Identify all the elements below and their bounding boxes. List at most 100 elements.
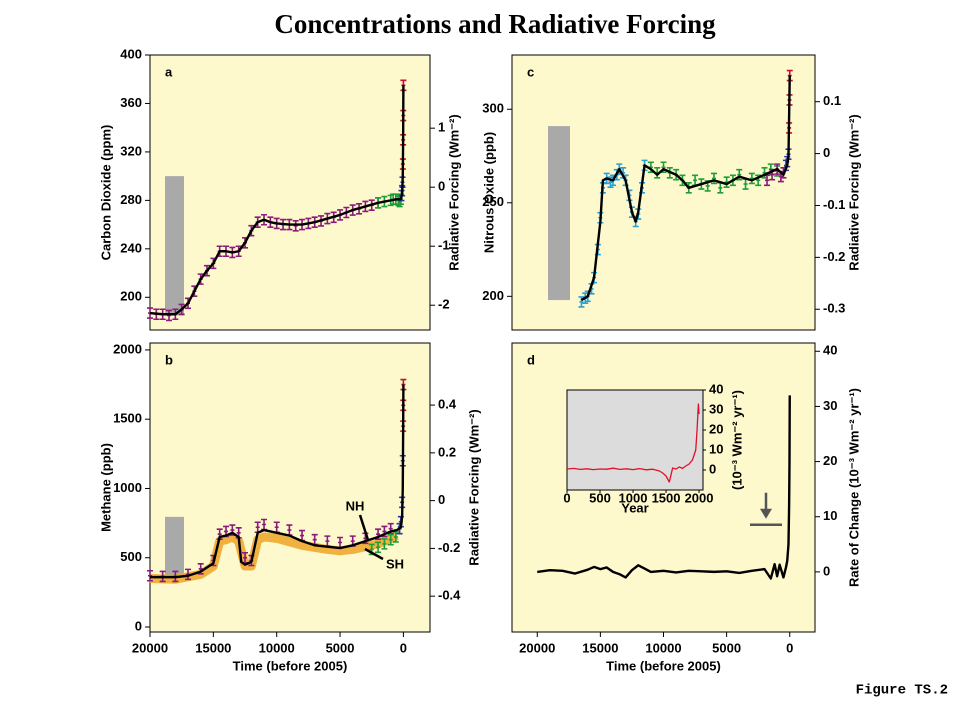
data-point bbox=[723, 176, 730, 189]
data-point bbox=[392, 531, 399, 543]
arrow-head bbox=[760, 508, 772, 519]
data-point bbox=[197, 563, 204, 575]
plot-area bbox=[149, 342, 431, 633]
data-point bbox=[654, 167, 661, 179]
data-point bbox=[769, 168, 776, 181]
y-tick-label: 2000 bbox=[113, 341, 142, 356]
data-point bbox=[299, 529, 306, 542]
data-point bbox=[292, 220, 299, 232]
data-point bbox=[578, 296, 585, 308]
y-tick-label: 1500 bbox=[113, 411, 142, 426]
data-point bbox=[375, 528, 382, 540]
data-point bbox=[286, 524, 293, 536]
data-point bbox=[755, 174, 762, 187]
y-tick-label: 0 bbox=[709, 461, 716, 476]
y-tick-label: 240 bbox=[120, 240, 142, 255]
annotation: SH bbox=[386, 556, 404, 571]
y-tick-label: 0 bbox=[135, 618, 142, 633]
data-point bbox=[216, 528, 223, 540]
data-point bbox=[311, 533, 318, 546]
series-line bbox=[537, 395, 791, 580]
y-tick-label: 30 bbox=[709, 401, 723, 416]
x-tick-label: 20000 bbox=[132, 640, 168, 655]
y-tick-label: 0.2 bbox=[438, 444, 456, 459]
y-tick-label: 0.1 bbox=[823, 93, 841, 108]
data-point bbox=[692, 174, 699, 187]
data-point bbox=[764, 174, 771, 187]
data-point bbox=[381, 538, 388, 550]
y-tick-label: -1 bbox=[438, 238, 450, 253]
y-tick-label: -0.2 bbox=[438, 540, 460, 555]
y-tick-label: -2 bbox=[438, 297, 450, 312]
data-point bbox=[387, 522, 394, 535]
y-tick-label: 0 bbox=[438, 492, 445, 507]
y-tick-label: -0.2 bbox=[823, 249, 845, 264]
data-point bbox=[761, 167, 768, 179]
x-tick-label: 5000 bbox=[712, 640, 741, 655]
data-point bbox=[368, 543, 375, 556]
y-tick-label: 500 bbox=[120, 549, 142, 564]
y-tick-label: 20 bbox=[823, 453, 837, 468]
y-tick-label: 360 bbox=[120, 95, 142, 110]
data-point bbox=[748, 172, 755, 185]
x-tick-label: 10000 bbox=[259, 640, 295, 655]
data-point bbox=[223, 525, 230, 538]
panel-label: c bbox=[527, 64, 534, 79]
y-tick-label: 0 bbox=[823, 145, 830, 160]
x-axis-label: Time (before 2005) bbox=[233, 658, 348, 673]
data-point bbox=[736, 168, 743, 181]
y-tick-label: 10 bbox=[709, 441, 723, 456]
y-tick-label: 280 bbox=[120, 192, 142, 207]
y-axis-label: Rate of Change (10⁻³ Wm⁻² yr⁻¹) bbox=[846, 388, 861, 587]
x-tick-label: 10000 bbox=[645, 640, 681, 655]
y-tick-label: 250 bbox=[482, 194, 504, 209]
data-point bbox=[786, 69, 793, 82]
y2-axis-label: Radiative Forcing (Wm⁻²) bbox=[466, 409, 481, 565]
data-point bbox=[242, 551, 249, 564]
y-tick-label: -0.3 bbox=[823, 301, 845, 316]
x-tick-label: 5000 bbox=[326, 640, 355, 655]
y-tick-label: -0.4 bbox=[438, 588, 461, 603]
data-point bbox=[235, 527, 242, 539]
y-tick-label: 20 bbox=[709, 421, 723, 436]
y-tick-label: 320 bbox=[120, 143, 142, 158]
data-point bbox=[400, 79, 407, 92]
x-tick-label: 500 bbox=[589, 490, 611, 505]
y-tick-label: 400 bbox=[120, 46, 142, 61]
figure-label: Figure TS.2 bbox=[856, 683, 948, 699]
range-bar bbox=[165, 516, 184, 578]
data-point bbox=[229, 524, 236, 536]
data-point bbox=[147, 569, 153, 582]
range-bar bbox=[165, 176, 184, 316]
data-point bbox=[620, 167, 627, 179]
data-point bbox=[273, 521, 280, 534]
data-point bbox=[607, 176, 614, 189]
data-point bbox=[660, 161, 667, 174]
data-point bbox=[395, 194, 402, 207]
y-tick-label: -0.1 bbox=[823, 197, 845, 212]
series-line bbox=[149, 85, 405, 316]
y-tick-label: 1 bbox=[438, 120, 445, 135]
data-point bbox=[396, 195, 403, 208]
panel-label: a bbox=[165, 64, 173, 79]
y-tick-label: 300 bbox=[482, 101, 504, 116]
y-tick-label: 1000 bbox=[113, 480, 142, 495]
x-tick-label: 15000 bbox=[582, 640, 618, 655]
plot-area bbox=[566, 389, 704, 491]
series-line bbox=[150, 384, 405, 579]
y-tick-label: 10 bbox=[823, 508, 837, 523]
data-point bbox=[387, 533, 394, 546]
x-tick-label: 20000 bbox=[519, 640, 555, 655]
y-tick-label: 200 bbox=[120, 289, 142, 304]
figure-title: Concentrations and Radiative Forcing bbox=[274, 9, 716, 39]
data-point bbox=[711, 172, 717, 185]
data-point bbox=[254, 521, 261, 534]
plot-area bbox=[149, 54, 431, 331]
x-tick-label: 2000 bbox=[685, 490, 714, 505]
y-axis-label: Nitrous Oxide (ppb) bbox=[481, 132, 496, 253]
data-point bbox=[324, 535, 331, 547]
x-tick-label: 1500 bbox=[652, 490, 681, 505]
y-tick-label: 40 bbox=[709, 381, 723, 396]
data-point bbox=[337, 536, 344, 549]
